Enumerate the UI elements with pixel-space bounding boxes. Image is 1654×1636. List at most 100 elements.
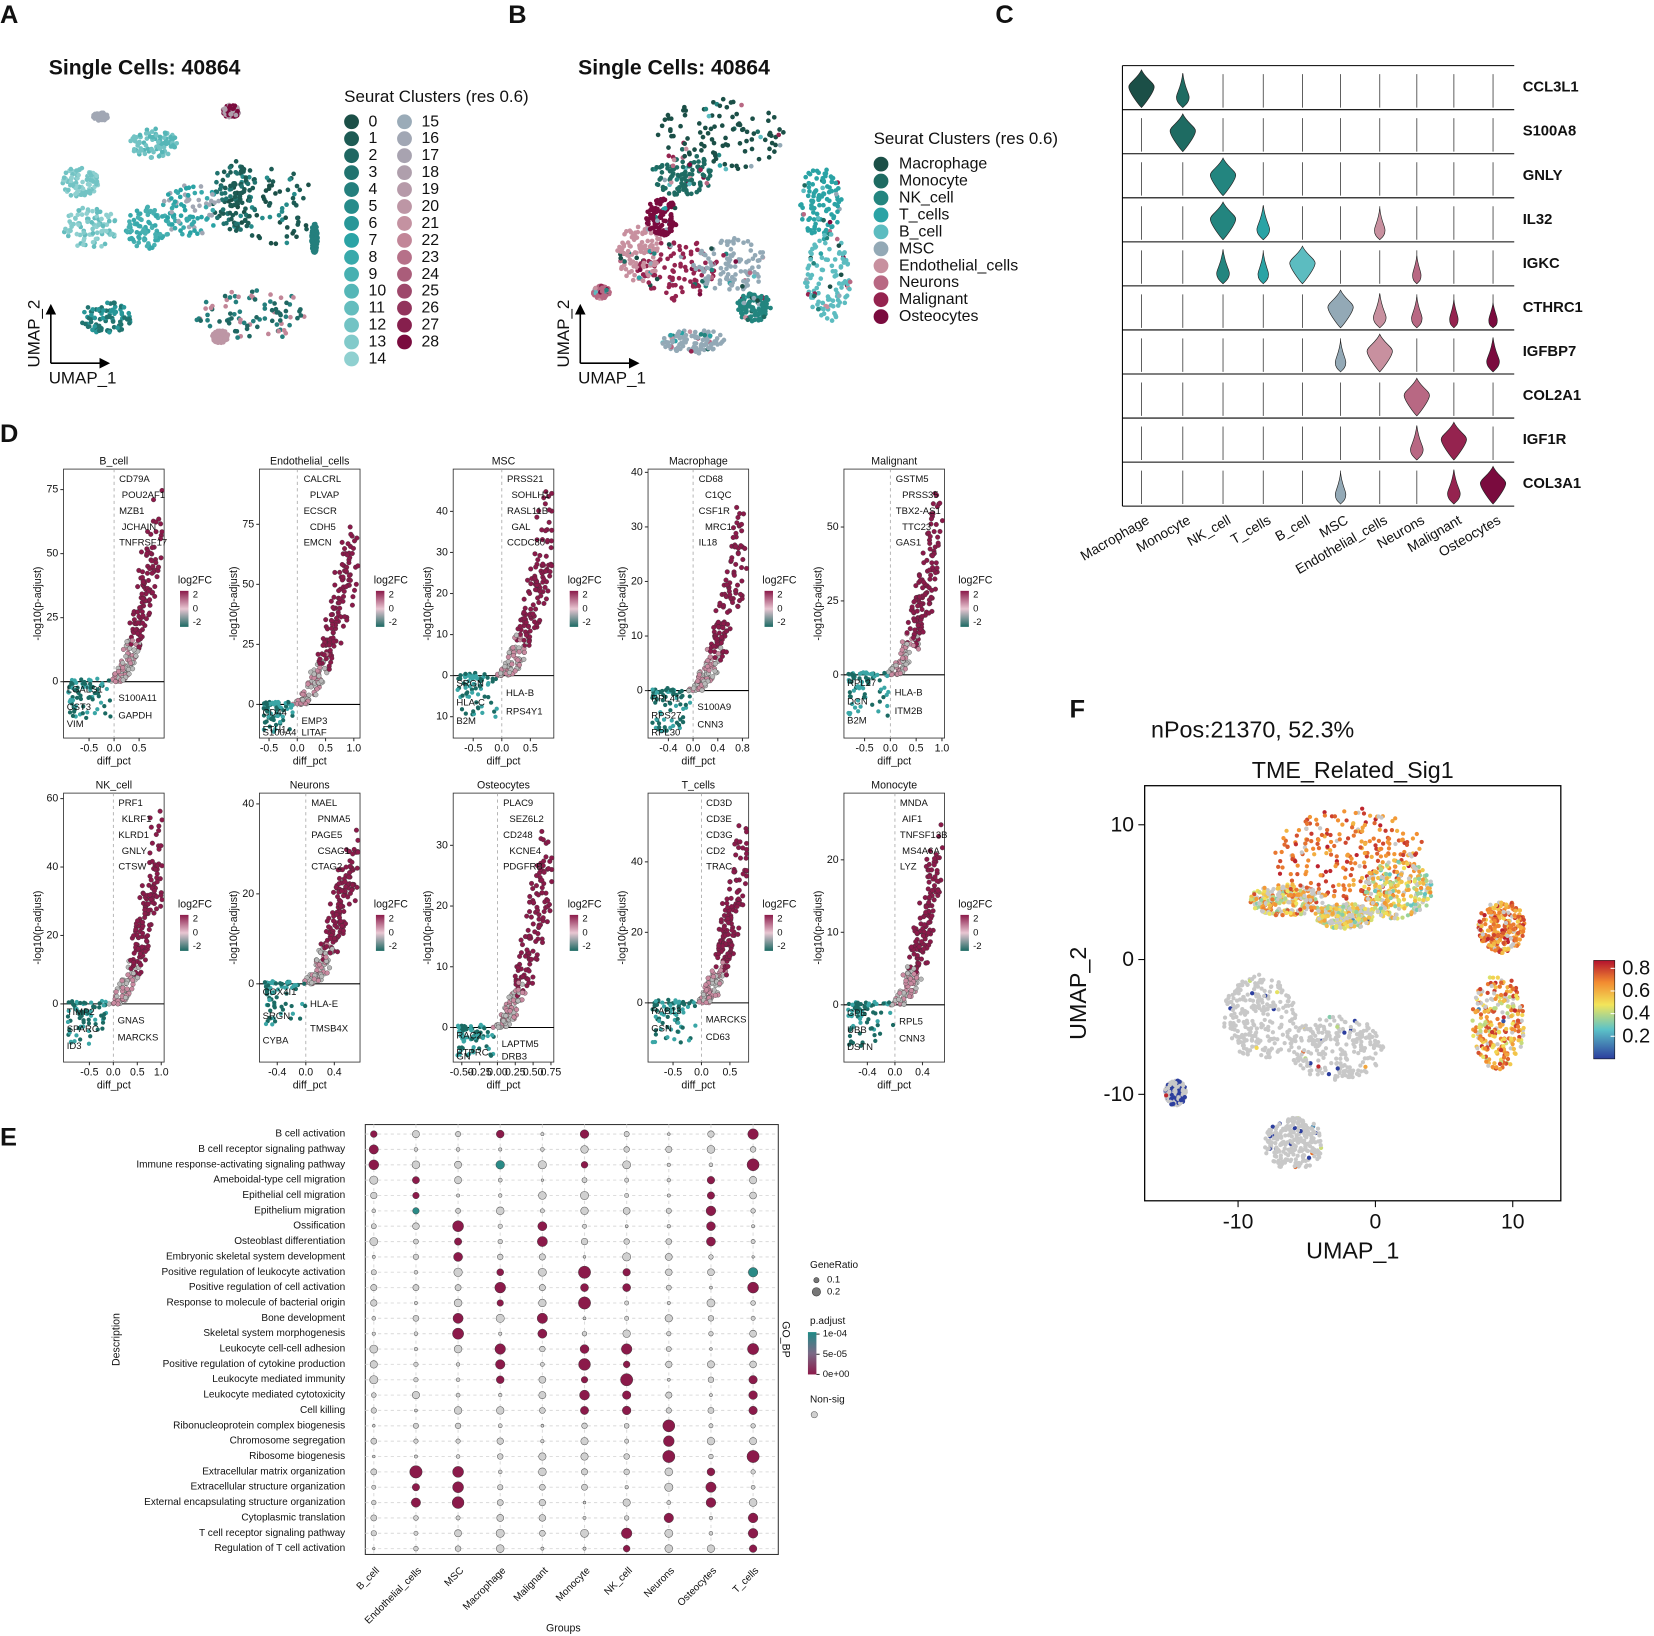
cell-point — [749, 318, 755, 324]
gene-point — [904, 630, 910, 636]
gene-label: HLA-E — [310, 999, 338, 1010]
x-tick-label: 0.5 — [318, 743, 333, 755]
violin — [1210, 201, 1237, 241]
cell-point — [283, 215, 289, 221]
legend-swatch — [344, 334, 359, 350]
cell-point — [663, 229, 668, 235]
cell-point — [807, 171, 813, 177]
gene-point — [330, 605, 336, 610]
cell-point — [232, 180, 237, 186]
gene-point — [261, 701, 267, 706]
gene-point — [344, 552, 350, 558]
cell-point — [61, 175, 67, 181]
legend-tick-label: -2 — [973, 617, 981, 628]
gene-label: LGALS1 — [67, 685, 103, 696]
cell-point — [268, 299, 273, 304]
cell-point — [836, 251, 842, 256]
cell-point — [274, 322, 280, 327]
cell-point — [76, 222, 81, 228]
cell-point — [268, 240, 274, 246]
gene-point — [524, 913, 530, 919]
gene-point — [102, 1011, 107, 1017]
gene-point — [521, 615, 527, 621]
gene-point — [330, 629, 336, 635]
cell-point — [284, 234, 290, 239]
cell-point — [810, 198, 816, 204]
cell-point — [719, 238, 725, 244]
cell-point — [659, 162, 665, 168]
cell-point — [683, 187, 689, 193]
cell-point — [654, 164, 660, 170]
gene-point — [101, 1003, 106, 1008]
gene-point — [506, 994, 512, 1000]
cell-point — [306, 182, 311, 188]
gene-point — [530, 948, 536, 954]
cell-point — [178, 213, 184, 219]
gene-point — [78, 1000, 83, 1006]
gene-point — [131, 970, 137, 976]
gene-point — [147, 922, 153, 928]
gene-point — [309, 980, 315, 986]
cell-point — [68, 228, 73, 234]
cell-point — [88, 319, 94, 325]
x-tick-label: -0.5 — [80, 1067, 98, 1079]
cell-point — [748, 248, 754, 253]
axis-label: UMAP_2 — [554, 300, 573, 368]
cell-point — [68, 212, 74, 218]
cell-point — [618, 255, 624, 261]
gene-point — [350, 882, 355, 888]
gene-point — [145, 901, 151, 907]
legend-swatch — [344, 266, 359, 282]
cell-point — [203, 204, 209, 210]
gene-point — [475, 692, 481, 697]
gene-point — [297, 1016, 303, 1021]
legend-swatch — [344, 216, 359, 231]
cell-point — [691, 333, 696, 339]
cell-point — [267, 214, 273, 220]
gene-point — [148, 897, 154, 903]
gene-point — [539, 890, 545, 896]
gene-point — [337, 569, 343, 575]
gene-point — [660, 688, 665, 694]
cell-point — [115, 325, 120, 331]
legend-entry: 13 — [368, 334, 386, 351]
legend-title: log2FC — [958, 574, 992, 586]
gene-point — [510, 645, 516, 651]
cell-point — [181, 225, 186, 230]
cell-point — [241, 320, 247, 326]
legend-entry: 11 — [368, 300, 385, 317]
cell-point — [223, 107, 228, 112]
gene-point — [515, 987, 521, 993]
gene-point — [138, 549, 144, 555]
legend-entry: B_cell — [899, 223, 942, 240]
gene-point — [516, 649, 522, 655]
cell-point — [153, 126, 158, 132]
x-tick-label: 0.0 — [686, 743, 701, 755]
cell-point — [652, 246, 658, 252]
cell-point — [112, 311, 117, 317]
gene-point — [347, 870, 353, 876]
cell-point — [119, 327, 125, 332]
cell-point — [277, 189, 283, 194]
cell-point — [94, 230, 100, 236]
gene-label: B2M — [456, 716, 476, 727]
gene-point — [533, 606, 539, 612]
gene-point — [97, 1005, 102, 1010]
gene-point — [137, 895, 143, 901]
violin — [1128, 69, 1155, 109]
cell-point — [295, 315, 300, 321]
axis-label: UMAP_2 — [24, 300, 43, 368]
legend-entry: Neurons — [899, 274, 959, 291]
gene-point — [911, 618, 917, 624]
cell-point — [256, 234, 262, 239]
cell-point — [683, 173, 689, 179]
cell-point — [87, 182, 92, 187]
cell-point — [735, 286, 740, 291]
gene-point — [937, 528, 943, 534]
legend-entry: 25 — [421, 283, 439, 300]
gene-point — [336, 875, 342, 881]
gene-point — [318, 678, 324, 684]
cell-point — [706, 113, 712, 119]
cell-point — [249, 224, 254, 229]
cell-point — [712, 285, 718, 291]
